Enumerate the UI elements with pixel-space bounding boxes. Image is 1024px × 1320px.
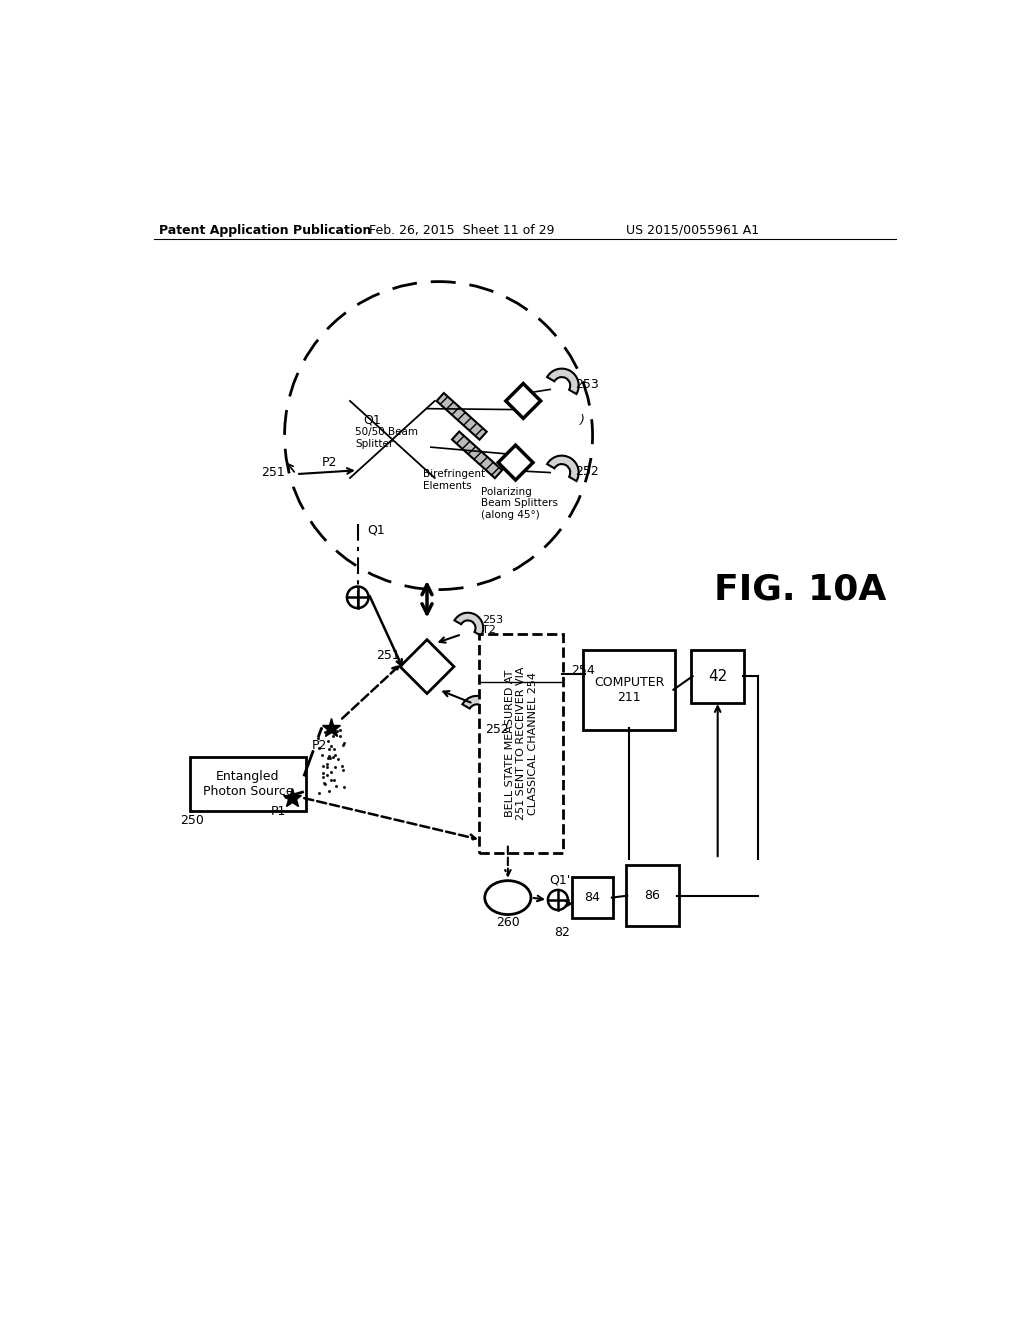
FancyBboxPatch shape	[189, 756, 306, 812]
Text: 251: 251	[376, 648, 400, 661]
Wedge shape	[463, 696, 494, 721]
FancyBboxPatch shape	[626, 866, 679, 927]
Wedge shape	[547, 455, 579, 480]
Text: 42: 42	[708, 669, 727, 684]
Text: BELL STATE MEASURED AT
251 SENT TO RECEIVER VIA
CLASSICAL CHANNEL 254: BELL STATE MEASURED AT 251 SENT TO RECEI…	[505, 667, 538, 820]
Text: Q1': Q1'	[550, 874, 570, 887]
Text: Birefringent
Elements: Birefringent Elements	[423, 470, 485, 491]
Text: 250: 250	[180, 814, 205, 828]
Text: 252: 252	[575, 465, 599, 478]
Text: ): )	[580, 413, 585, 426]
FancyBboxPatch shape	[479, 635, 563, 853]
Text: 253: 253	[575, 378, 599, 391]
Text: Patent Application Publication: Patent Application Publication	[159, 223, 372, 236]
Text: 254: 254	[571, 664, 595, 677]
Text: COMPUTER
211: COMPUTER 211	[594, 676, 665, 704]
Polygon shape	[400, 640, 454, 693]
Polygon shape	[498, 445, 532, 480]
Text: P1: P1	[270, 805, 286, 818]
FancyBboxPatch shape	[571, 876, 613, 919]
Polygon shape	[506, 384, 541, 418]
Text: US 2015/0055961 A1: US 2015/0055961 A1	[626, 223, 759, 236]
Text: 82: 82	[554, 925, 569, 939]
Text: Q1: Q1	[367, 524, 385, 537]
FancyBboxPatch shape	[584, 649, 675, 730]
Text: 260: 260	[496, 916, 520, 929]
Polygon shape	[452, 432, 502, 478]
Text: 253: 253	[482, 615, 504, 626]
Text: Q1: Q1	[364, 413, 381, 426]
Text: 86: 86	[644, 890, 660, 902]
Text: 50/50 Beam
Splitter: 50/50 Beam Splitter	[355, 428, 419, 449]
Text: P2: P2	[322, 455, 337, 469]
Text: 84: 84	[585, 891, 600, 904]
Text: Polarizing
Beam Splitters
(along 45°): Polarizing Beam Splitters (along 45°)	[481, 487, 558, 520]
Text: 251: 251	[261, 466, 285, 479]
Text: Entangled
Photon Source: Entangled Photon Source	[203, 770, 293, 799]
Text: 252: 252	[484, 723, 509, 737]
Wedge shape	[547, 368, 579, 395]
Wedge shape	[455, 612, 483, 636]
Polygon shape	[436, 393, 486, 440]
FancyBboxPatch shape	[691, 649, 744, 702]
Text: T2: T2	[482, 624, 497, 635]
Text: Feb. 26, 2015  Sheet 11 of 29: Feb. 26, 2015 Sheet 11 of 29	[369, 223, 554, 236]
Text: FIG. 10A: FIG. 10A	[715, 573, 887, 607]
Text: P2: P2	[311, 739, 327, 751]
